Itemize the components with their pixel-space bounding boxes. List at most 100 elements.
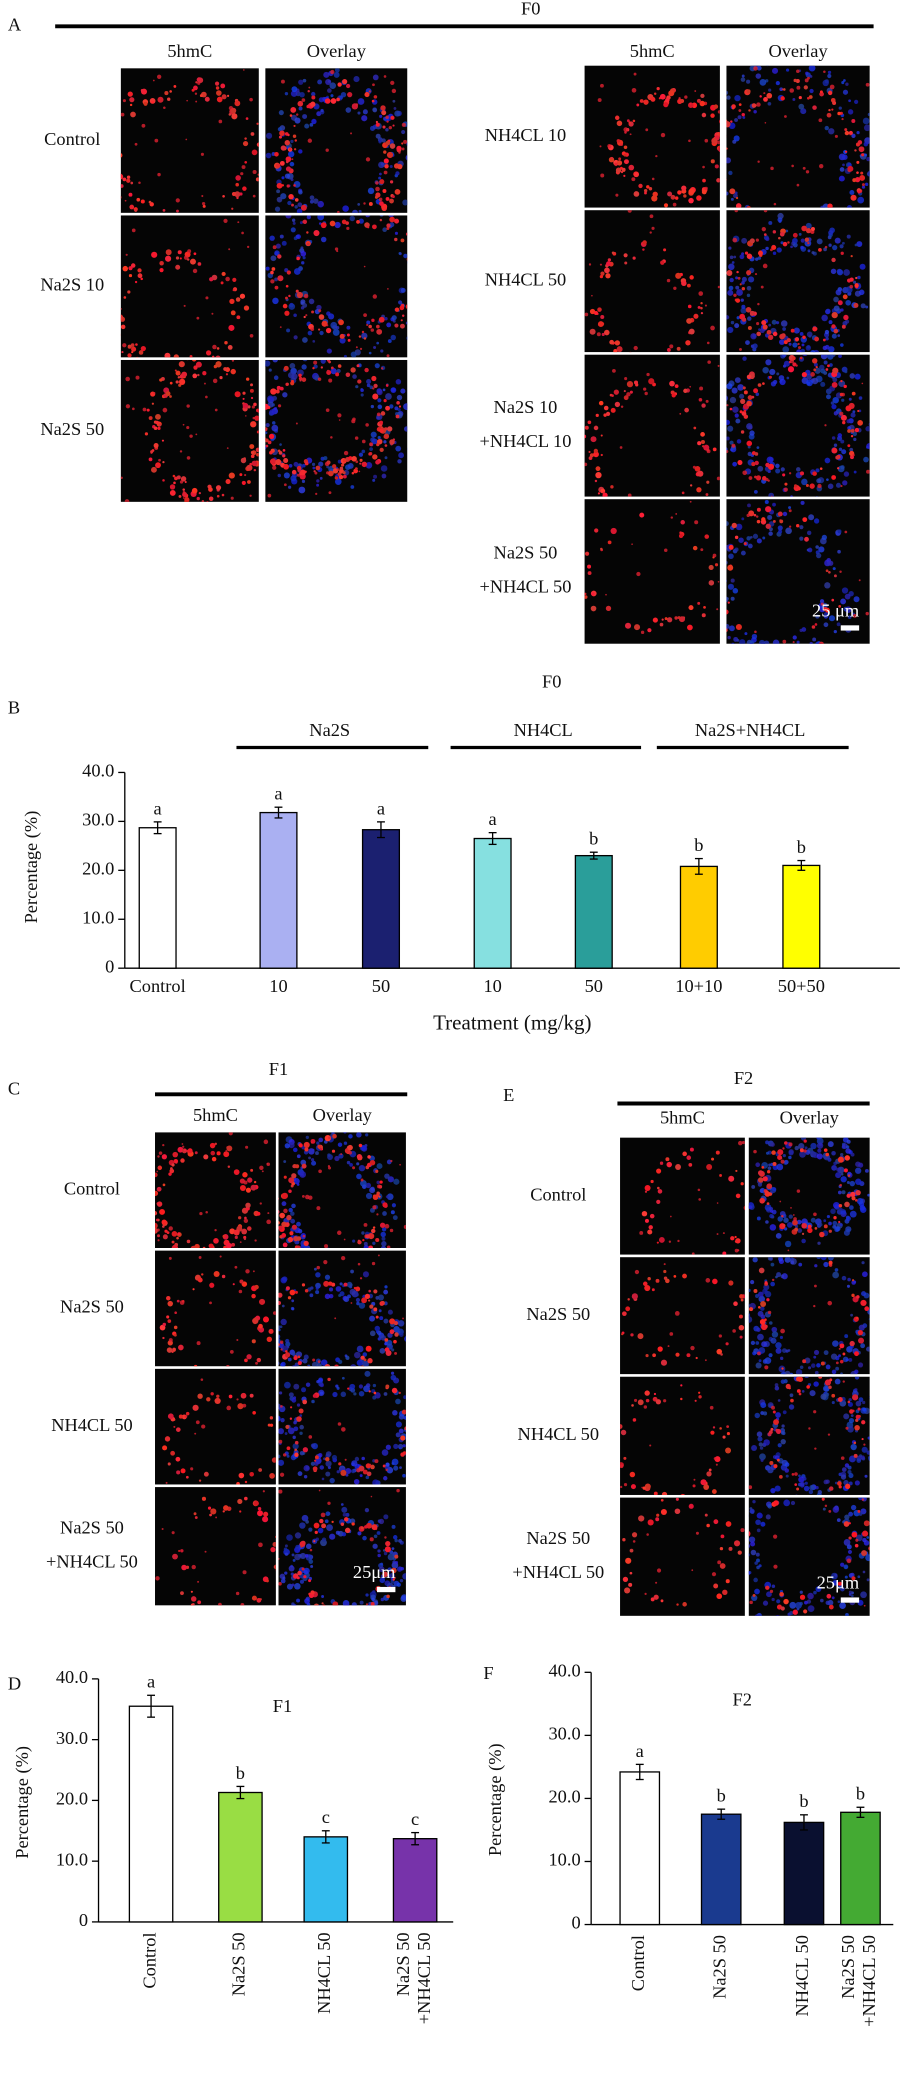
stain xyxy=(764,1281,768,1285)
nucleus xyxy=(334,1155,340,1162)
stain xyxy=(226,447,229,449)
stain xyxy=(301,1283,306,1287)
stain xyxy=(705,399,709,403)
nucleus xyxy=(303,1354,309,1360)
nucleus xyxy=(370,431,377,438)
nucleus xyxy=(291,1365,297,1367)
stain xyxy=(726,1425,730,1429)
nucleus xyxy=(360,388,364,393)
stain xyxy=(318,1169,322,1174)
stain xyxy=(718,119,720,124)
nucleus xyxy=(780,320,788,327)
stain xyxy=(762,263,768,269)
nucleus xyxy=(842,89,849,95)
nucleus xyxy=(816,1257,822,1260)
stain xyxy=(355,103,359,106)
nucleus xyxy=(349,1627,355,1633)
stain xyxy=(337,364,342,368)
stain xyxy=(132,348,135,351)
stain xyxy=(346,226,350,230)
nucleus xyxy=(798,103,805,110)
stain xyxy=(269,450,273,455)
stain xyxy=(673,1274,677,1278)
stain xyxy=(373,95,378,99)
nucleus xyxy=(857,196,865,204)
nucleus xyxy=(818,546,825,553)
nucleus xyxy=(295,1351,303,1358)
nucleus xyxy=(723,595,727,599)
nucleus xyxy=(876,1281,881,1286)
stain xyxy=(846,1193,851,1198)
nucleus xyxy=(827,1257,834,1261)
stain xyxy=(120,334,121,336)
nucleus xyxy=(851,1280,856,1285)
stain xyxy=(295,422,298,425)
nucleus xyxy=(405,1413,406,1416)
stain xyxy=(772,331,778,337)
stain xyxy=(241,480,246,485)
stain xyxy=(337,1422,342,1426)
stain xyxy=(850,1191,856,1197)
nucleus xyxy=(847,109,854,115)
stain xyxy=(296,1236,302,1241)
nucleus xyxy=(265,444,267,450)
stain xyxy=(194,1243,200,1249)
stain xyxy=(729,407,733,411)
micrograph-background xyxy=(155,1487,276,1606)
nucleus xyxy=(816,552,822,559)
stain xyxy=(779,519,784,524)
nucleus xyxy=(780,1356,784,1361)
row-label: Na2S 50 xyxy=(526,1304,590,1324)
stain xyxy=(822,338,826,342)
stain xyxy=(197,262,202,266)
nucleus xyxy=(405,154,408,161)
stain xyxy=(210,1508,217,1515)
stain xyxy=(181,1564,187,1571)
nucleus xyxy=(290,227,296,233)
nucleus xyxy=(291,1366,294,1367)
micrograph-content xyxy=(162,1378,276,1485)
row-label: Na2S 10 xyxy=(494,397,558,417)
micrograph xyxy=(155,1487,276,1606)
stain xyxy=(155,1576,160,1581)
nucleus xyxy=(726,315,730,320)
nucleus xyxy=(298,79,304,85)
stain xyxy=(784,115,787,118)
stain xyxy=(231,207,234,210)
nucleus xyxy=(825,644,832,651)
stain xyxy=(824,424,827,427)
nucleus xyxy=(871,1295,875,1299)
stain xyxy=(588,263,592,266)
stain xyxy=(243,457,246,460)
nucleus xyxy=(875,1297,879,1301)
nucleus xyxy=(299,1522,306,1529)
stain xyxy=(204,1550,207,1553)
nucleus xyxy=(312,339,316,343)
stain xyxy=(644,391,648,396)
nucleus xyxy=(770,1281,775,1287)
nucleus xyxy=(326,1247,330,1249)
stain xyxy=(633,72,637,76)
stain xyxy=(120,476,123,480)
stain xyxy=(854,283,859,288)
stain xyxy=(323,1280,330,1287)
stain xyxy=(645,1354,649,1358)
stain xyxy=(242,1570,247,1575)
stain xyxy=(764,1365,769,1370)
nucleus xyxy=(285,215,292,219)
nucleus xyxy=(814,367,821,374)
stain xyxy=(155,420,159,425)
nucleus xyxy=(807,249,811,253)
stain xyxy=(268,1328,274,1334)
nucleus xyxy=(364,1370,371,1377)
nucleus xyxy=(789,1393,794,1398)
stain xyxy=(393,1339,397,1344)
stain xyxy=(663,1263,666,1266)
nucleus xyxy=(757,1436,763,1442)
nucleus xyxy=(832,396,839,404)
stain xyxy=(651,1288,655,1292)
stain xyxy=(638,183,643,189)
stain xyxy=(731,522,737,529)
nucleus xyxy=(830,268,837,275)
stain xyxy=(710,325,715,331)
